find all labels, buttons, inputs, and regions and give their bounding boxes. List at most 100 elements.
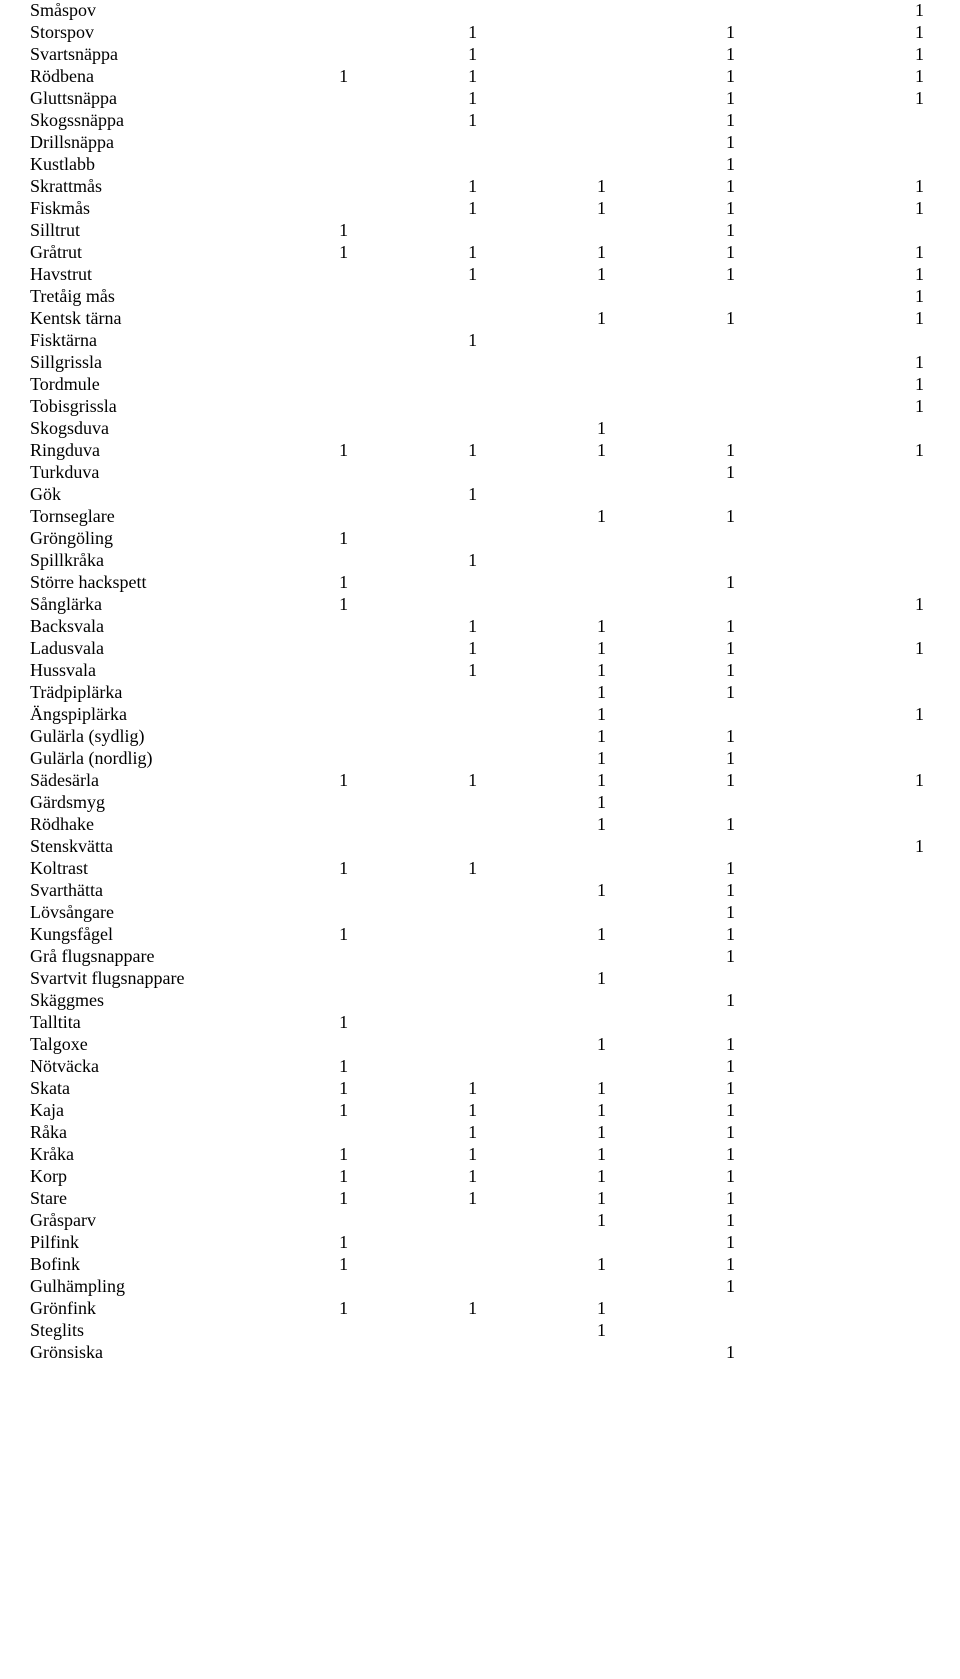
table-row: Pilfink11: [30, 1232, 930, 1254]
value-cell: [408, 748, 537, 770]
value-cell: 1: [666, 1342, 795, 1364]
value-cell: [537, 132, 666, 154]
species-name: Skogssnäppa: [30, 110, 279, 132]
value-cell: 1: [795, 352, 930, 374]
value-cell: [666, 330, 795, 352]
value-cell: [666, 374, 795, 396]
value-cell: 1: [666, 220, 795, 242]
value-cell: [795, 462, 930, 484]
value-cell: 1: [279, 1166, 408, 1188]
value-cell: [795, 880, 930, 902]
value-cell: 1: [795, 264, 930, 286]
species-name: Grönsiska: [30, 1342, 279, 1364]
species-name: Fisktärna: [30, 330, 279, 352]
value-cell: 1: [795, 594, 930, 616]
value-cell: 1: [666, 638, 795, 660]
value-cell: 1: [408, 440, 537, 462]
value-cell: [279, 88, 408, 110]
value-cell: 1: [537, 418, 666, 440]
species-name: Gulärla (sydlig): [30, 726, 279, 748]
table-row: Svartvit flugsnappare1: [30, 968, 930, 990]
table-row: Silltrut11: [30, 220, 930, 242]
value-cell: [537, 286, 666, 308]
value-cell: 1: [279, 440, 408, 462]
table-row: Tordmule1: [30, 374, 930, 396]
table-row: Gråtrut11111: [30, 242, 930, 264]
value-cell: 1: [666, 902, 795, 924]
value-cell: 1: [279, 1144, 408, 1166]
table-row: Svartsnäppa111: [30, 44, 930, 66]
value-cell: [795, 1276, 930, 1298]
value-cell: 1: [408, 1298, 537, 1320]
species-name: Grå flugsnappare: [30, 946, 279, 968]
value-cell: 1: [537, 1122, 666, 1144]
value-cell: [279, 462, 408, 484]
value-cell: 1: [537, 1320, 666, 1342]
table-row: Kustlabb1: [30, 154, 930, 176]
species-name: Ringduva: [30, 440, 279, 462]
value-cell: 1: [408, 44, 537, 66]
value-cell: [537, 66, 666, 88]
value-cell: [408, 682, 537, 704]
value-cell: [537, 484, 666, 506]
value-cell: 1: [279, 528, 408, 550]
value-cell: 1: [537, 1166, 666, 1188]
value-cell: [537, 154, 666, 176]
value-cell: [279, 682, 408, 704]
value-cell: 1: [795, 66, 930, 88]
value-cell: [279, 726, 408, 748]
species-name: Nötväcka: [30, 1056, 279, 1078]
value-cell: 1: [279, 1232, 408, 1254]
value-cell: [537, 396, 666, 418]
table-row: Större hackspett11: [30, 572, 930, 594]
value-cell: [408, 572, 537, 594]
value-cell: [537, 1232, 666, 1254]
value-cell: [408, 1232, 537, 1254]
value-cell: [795, 990, 930, 1012]
species-name: Backsvala: [30, 616, 279, 638]
table-row: Kungsfågel111: [30, 924, 930, 946]
value-cell: [666, 968, 795, 990]
value-cell: 1: [666, 748, 795, 770]
value-cell: [795, 220, 930, 242]
value-cell: [795, 726, 930, 748]
value-cell: 1: [666, 1232, 795, 1254]
table-row: Gulärla (nordlig)11: [30, 748, 930, 770]
species-name: Silltrut: [30, 220, 279, 242]
value-cell: [795, 1166, 930, 1188]
value-cell: 1: [537, 308, 666, 330]
value-cell: 1: [537, 726, 666, 748]
table-row: Spillkråka1: [30, 550, 930, 572]
species-name: Skäggmes: [30, 990, 279, 1012]
table-row: Skogssnäppa11: [30, 110, 930, 132]
value-cell: [666, 352, 795, 374]
value-cell: 1: [279, 66, 408, 88]
species-name: Gärdsmyg: [30, 792, 279, 814]
value-cell: 1: [666, 1034, 795, 1056]
value-cell: [408, 880, 537, 902]
value-cell: 1: [408, 770, 537, 792]
table-row: Råka111: [30, 1122, 930, 1144]
value-cell: [795, 1012, 930, 1034]
value-cell: [795, 1078, 930, 1100]
value-cell: 1: [537, 1188, 666, 1210]
species-name: Gulhämpling: [30, 1276, 279, 1298]
value-cell: [795, 418, 930, 440]
value-cell: [795, 682, 930, 704]
table-row: Kråka1111: [30, 1144, 930, 1166]
value-cell: [795, 616, 930, 638]
value-cell: [279, 1034, 408, 1056]
value-cell: 1: [795, 308, 930, 330]
value-cell: [279, 1342, 408, 1364]
value-cell: [795, 484, 930, 506]
species-name: Steglits: [30, 1320, 279, 1342]
value-cell: 1: [279, 572, 408, 594]
value-cell: [279, 1320, 408, 1342]
value-cell: [279, 44, 408, 66]
value-cell: 1: [537, 242, 666, 264]
value-cell: 1: [537, 638, 666, 660]
value-cell: [279, 1122, 408, 1144]
value-cell: 1: [666, 1166, 795, 1188]
value-cell: [795, 814, 930, 836]
value-cell: 1: [279, 858, 408, 880]
